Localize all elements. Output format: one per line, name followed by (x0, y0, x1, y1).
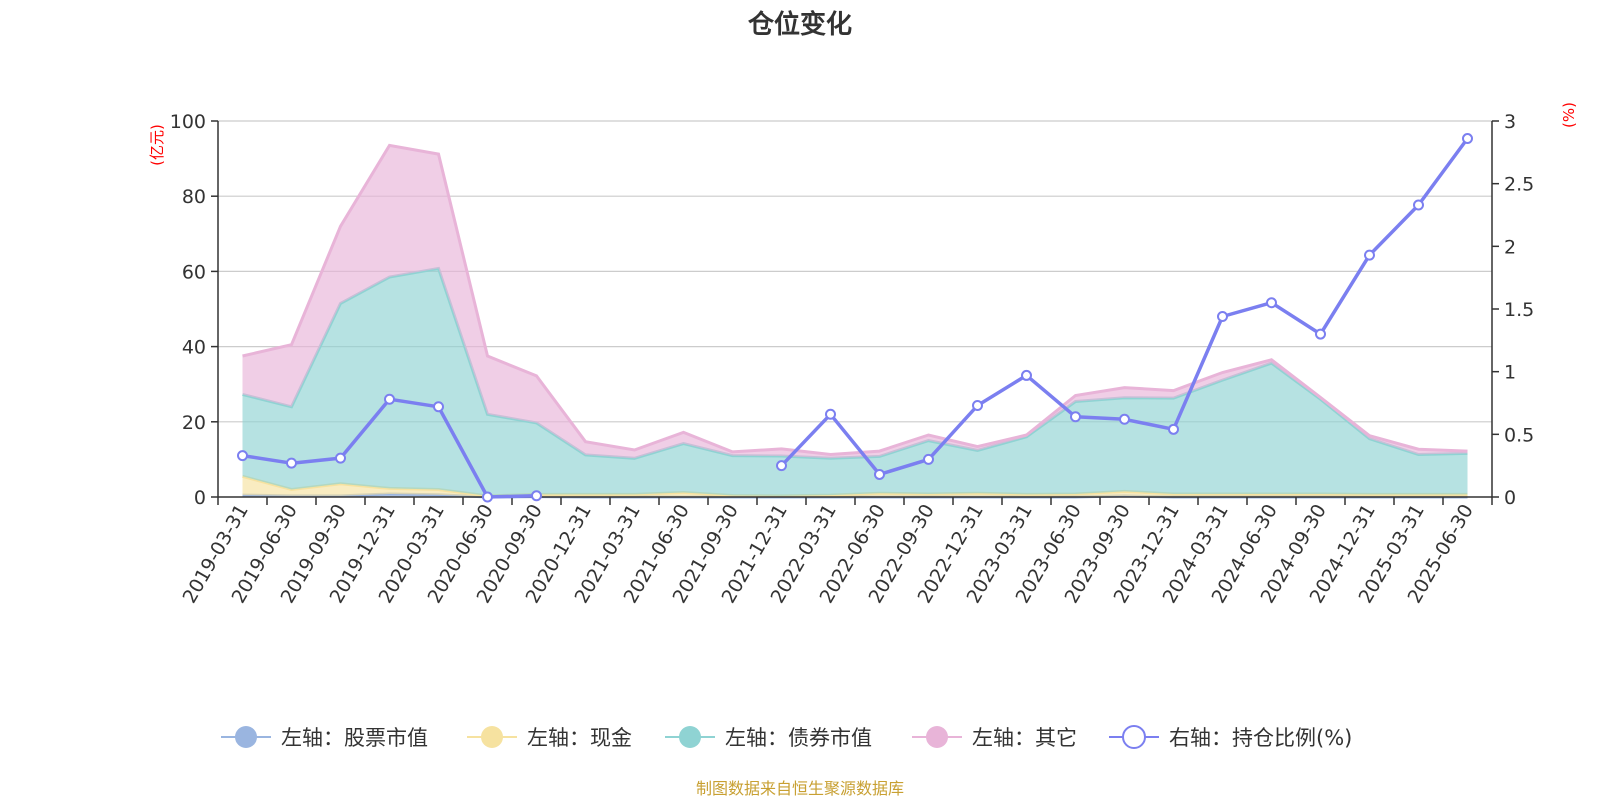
ratio-point (1070, 411, 1081, 423)
ratio-point (335, 452, 346, 464)
ratio-point (825, 408, 836, 420)
right-axis-tick-label: 1 (1504, 362, 1516, 384)
ratio-point (237, 450, 248, 462)
left-axis-tick-label: 20 (182, 412, 206, 434)
legend-label: 左轴：债券市值 (725, 726, 872, 750)
ratio-point (482, 491, 493, 503)
ratio-point (1315, 328, 1326, 340)
ratio-point (1168, 423, 1179, 435)
ratio-point (531, 490, 542, 502)
legend-label: 左轴：其它 (972, 726, 1077, 750)
ratio-point (1217, 311, 1228, 323)
source-note: 制图数据来自恒生聚源数据库 (696, 779, 904, 798)
area-左轴：债券市值 (242, 268, 1468, 496)
right-axis-tick-label: 0.5 (1504, 424, 1534, 446)
ratio-point (1266, 297, 1277, 309)
legend-label: 右轴：持仓比例(%) (1169, 726, 1352, 750)
legend-label: 左轴：股票市值 (281, 726, 428, 750)
legend-label: 左轴：现金 (527, 726, 632, 750)
left-axis-tick-label: 0 (194, 487, 206, 509)
ratio-point (286, 457, 297, 469)
ratio-point (433, 401, 444, 413)
ratio-point (1021, 369, 1032, 381)
left-axis-tick-label: 100 (170, 111, 206, 133)
area-edge-左轴：其它 (242, 143, 1468, 457)
ratio-point (1119, 413, 1130, 425)
right-axis-unit: (%) (1560, 102, 1578, 128)
ratio-point (874, 468, 885, 480)
ratio-line-series (237, 133, 1473, 503)
right-axis-tick-label: 1.5 (1504, 299, 1534, 321)
legend: 左轴：股票市值 左轴：现金 左轴：债券市值 左轴：其它 右轴：持仓比例(%) (221, 725, 1352, 750)
ratio-point (923, 453, 934, 465)
right-axis-tick-label: 2 (1504, 236, 1516, 258)
legend-swatch-marker (1122, 725, 1146, 749)
legend-swatch-marker (679, 726, 701, 748)
legend-swatch-marker (481, 726, 503, 748)
legend-swatch-marker (235, 726, 257, 748)
ratio-point (972, 400, 983, 412)
right-axis-tick-label: 0 (1504, 487, 1516, 509)
ratio-point (1364, 249, 1375, 261)
ratio-point (1462, 133, 1473, 145)
right-axis-tick-label: 3 (1504, 111, 1516, 133)
left-axis-unit: (亿元) (148, 124, 166, 166)
left-axis-tick-label: 40 (182, 337, 206, 359)
right-axis-tick-label: 2.5 (1504, 174, 1534, 196)
chart-title: 仓位变化 (747, 9, 852, 40)
ratio-point (1413, 199, 1424, 211)
ratio-point (384, 393, 395, 405)
ratio-point (776, 460, 787, 472)
left-axis-tick-label: 80 (182, 186, 206, 208)
left-axis-tick-label: 60 (182, 261, 206, 283)
legend-swatch-marker (926, 726, 948, 748)
